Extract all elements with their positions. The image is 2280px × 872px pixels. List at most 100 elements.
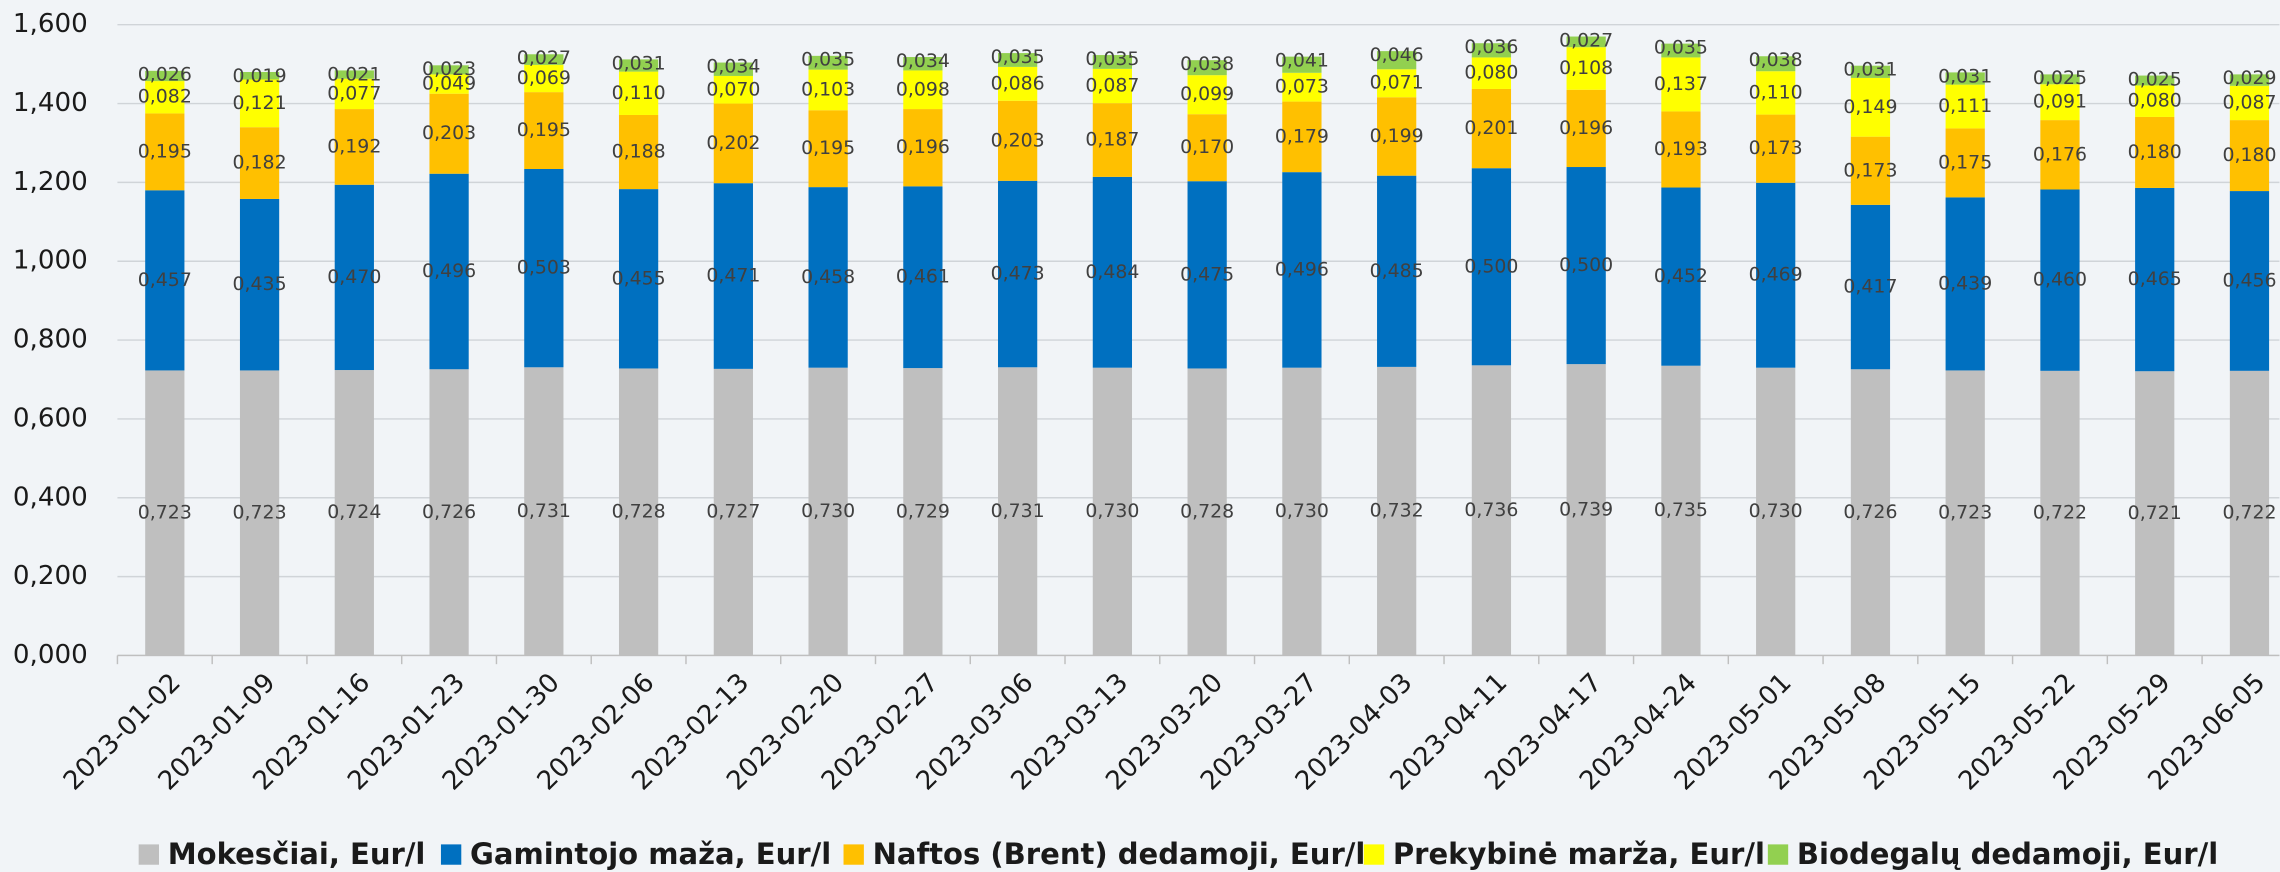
value-label: 0,049 bbox=[422, 73, 476, 95]
bar-segment bbox=[1092, 367, 1133, 656]
bar-segment bbox=[618, 114, 659, 190]
value-label: 0,723 bbox=[233, 501, 287, 523]
bar-segment bbox=[1471, 365, 1512, 656]
value-label: 0,029 bbox=[2222, 67, 2276, 89]
value-label: 0,087 bbox=[1085, 75, 1139, 97]
value-label: 0,731 bbox=[991, 500, 1045, 522]
bar-segment bbox=[998, 53, 1038, 67]
value-label: 0,110 bbox=[612, 82, 666, 104]
bar-segment bbox=[1282, 367, 1322, 656]
value-label: 0,195 bbox=[517, 119, 571, 141]
bar-segment bbox=[2229, 370, 2270, 656]
value-label: 0,722 bbox=[2033, 502, 2087, 524]
bar-segment bbox=[808, 367, 848, 656]
value-label: 0,034 bbox=[706, 55, 760, 77]
y-tick-label: 1,600 bbox=[13, 9, 88, 39]
bar-segment bbox=[145, 190, 185, 371]
value-label: 0,027 bbox=[517, 47, 571, 69]
value-label: 0,108 bbox=[1559, 57, 1613, 79]
value-label: 0,730 bbox=[801, 500, 855, 522]
y-tick-label: 0,000 bbox=[13, 640, 88, 670]
bar-segment bbox=[239, 198, 280, 371]
value-label: 0,103 bbox=[801, 78, 855, 100]
legend-swatch bbox=[1767, 844, 1789, 865]
bar-segment bbox=[2229, 85, 2270, 121]
value-label: 0,031 bbox=[612, 52, 666, 74]
value-label: 0,031 bbox=[1843, 59, 1897, 81]
value-label: 0,723 bbox=[138, 501, 192, 523]
value-label: 0,735 bbox=[1654, 499, 1708, 521]
value-label: 0,041 bbox=[1275, 49, 1329, 71]
value-label: 0,452 bbox=[1654, 265, 1708, 287]
value-label: 0,458 bbox=[801, 266, 855, 288]
bar-segment bbox=[429, 369, 469, 656]
value-label: 0,080 bbox=[2128, 90, 2182, 112]
bar-segment bbox=[2040, 370, 2080, 656]
bar-segment bbox=[1756, 71, 1796, 115]
value-label: 0,188 bbox=[612, 141, 666, 163]
value-label: 0,726 bbox=[422, 501, 476, 523]
bar-segment bbox=[1377, 69, 1417, 98]
bar-segment bbox=[429, 93, 469, 174]
bar-segment bbox=[618, 189, 659, 369]
bar-segment bbox=[334, 70, 374, 79]
bar-segment bbox=[1566, 47, 1606, 90]
value-label: 0,026 bbox=[138, 64, 192, 86]
bar-segment bbox=[1850, 77, 1891, 137]
value-label: 0,035 bbox=[1654, 36, 1708, 58]
value-label: 0,077 bbox=[327, 82, 381, 104]
value-label: 0,728 bbox=[612, 500, 666, 522]
bar-segment bbox=[1850, 369, 1891, 656]
bar-segment bbox=[239, 127, 280, 199]
bar-segment bbox=[903, 109, 943, 187]
bar-segment bbox=[1092, 55, 1133, 69]
bar-segment bbox=[1566, 36, 1606, 48]
value-label: 0,460 bbox=[2033, 269, 2087, 291]
value-label: 0,173 bbox=[1843, 159, 1897, 181]
bar-segment bbox=[2135, 85, 2175, 117]
value-label: 0,187 bbox=[1085, 129, 1139, 151]
bar-segment bbox=[618, 71, 659, 115]
value-label: 0,726 bbox=[1843, 501, 1897, 523]
bar-segment bbox=[524, 92, 564, 169]
bar-segment bbox=[998, 180, 1038, 368]
bar-segment bbox=[1756, 114, 1796, 183]
y-tick-label: 1,400 bbox=[13, 88, 88, 118]
bar-segment bbox=[1850, 65, 1891, 78]
bar-segment bbox=[618, 368, 659, 656]
bar-segment bbox=[903, 70, 943, 110]
value-label: 0,137 bbox=[1654, 73, 1708, 95]
value-label: 0,201 bbox=[1464, 117, 1518, 139]
legend-swatch bbox=[843, 844, 864, 865]
bar-segment bbox=[145, 113, 185, 191]
value-label: 0,023 bbox=[422, 58, 476, 80]
value-label: 0,456 bbox=[2222, 269, 2276, 291]
bar-segment bbox=[1850, 136, 1891, 205]
bar-segment bbox=[2040, 189, 2080, 371]
value-label: 0,722 bbox=[2222, 502, 2276, 524]
value-label: 0,091 bbox=[2033, 91, 2087, 113]
bar-segment bbox=[2135, 371, 2175, 656]
bar-segment bbox=[1756, 367, 1796, 656]
value-label: 0,455 bbox=[612, 267, 666, 289]
value-label: 0,046 bbox=[1370, 44, 1424, 66]
bar-segment bbox=[334, 78, 374, 110]
bar-segment bbox=[998, 66, 1038, 101]
value-label: 0,465 bbox=[2128, 268, 2182, 290]
bar-segment bbox=[239, 370, 280, 656]
bar-segment bbox=[239, 79, 280, 128]
legend-label: Biodegalų dedamoji, Eur/l bbox=[1797, 837, 2218, 871]
value-label: 0,496 bbox=[422, 260, 476, 282]
value-label: 0,025 bbox=[2033, 67, 2087, 89]
value-label: 0,739 bbox=[1559, 498, 1613, 520]
bar-segment bbox=[1377, 175, 1417, 367]
value-label: 0,500 bbox=[1464, 255, 1518, 277]
value-label: 0,475 bbox=[1180, 263, 1234, 285]
value-label: 0,021 bbox=[327, 63, 381, 85]
bar-segment bbox=[998, 100, 1038, 181]
legend-swatch bbox=[1363, 844, 1385, 865]
value-label: 0,035 bbox=[801, 49, 855, 71]
value-label: 0,080 bbox=[1464, 62, 1518, 84]
